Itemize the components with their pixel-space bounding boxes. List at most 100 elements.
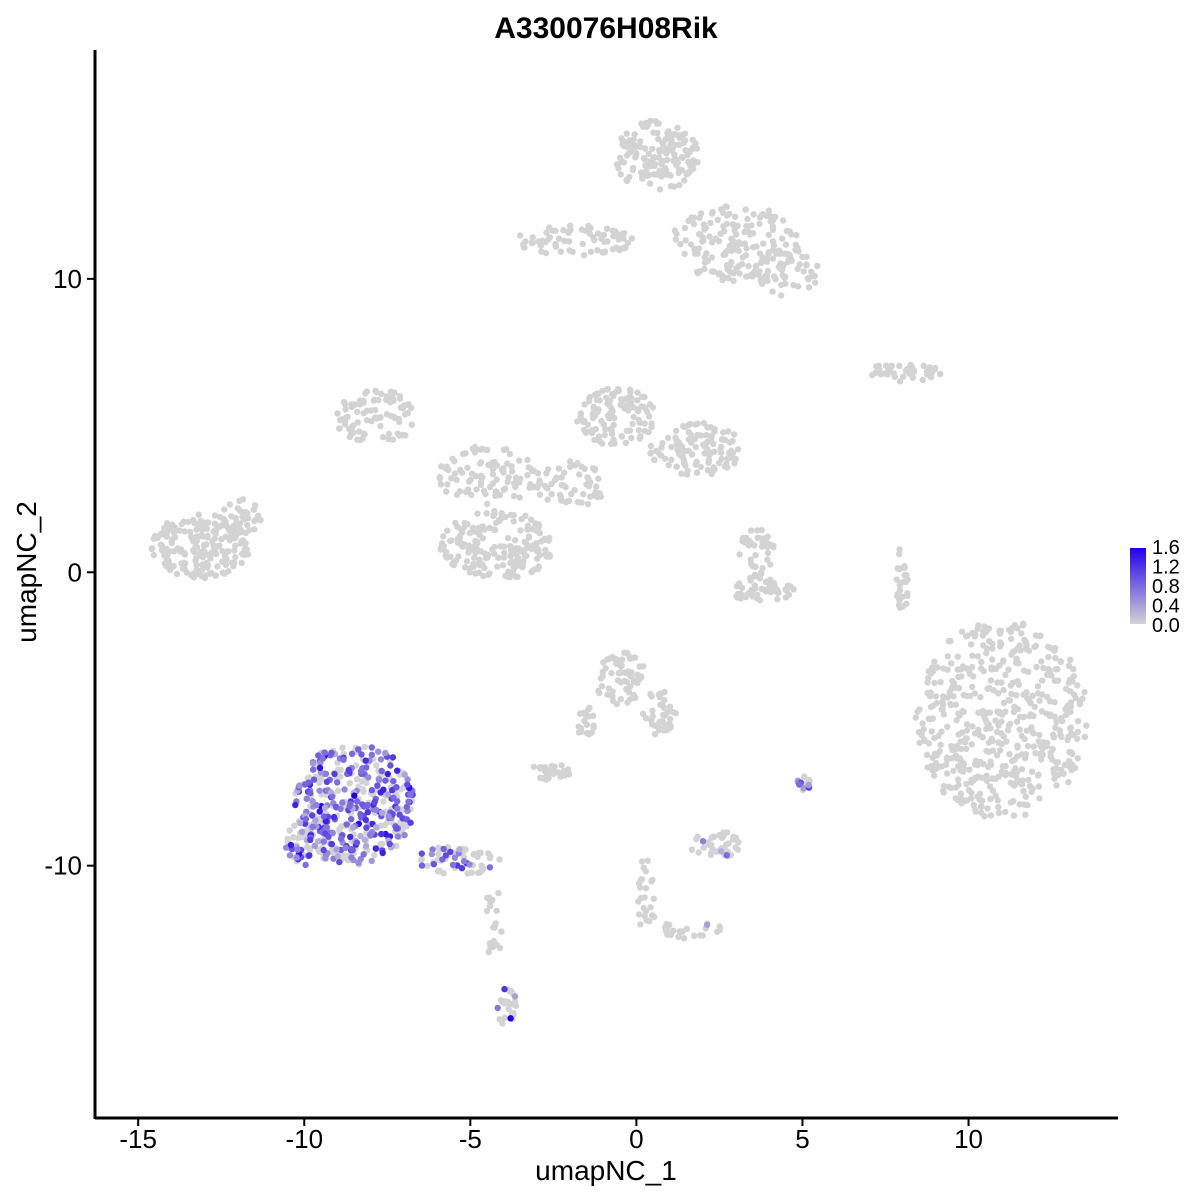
- data-point: [536, 551, 544, 559]
- data-point: [977, 693, 984, 701]
- data-point: [505, 1005, 512, 1013]
- data-point: [378, 390, 385, 398]
- data-point: [1058, 733, 1065, 741]
- data-point: [1010, 798, 1017, 805]
- x-axis-label: umapNC_1: [535, 1155, 677, 1186]
- data-point: [1021, 735, 1028, 743]
- data-point: [346, 433, 354, 441]
- data-point: [782, 273, 789, 280]
- data-point: [940, 711, 948, 718]
- data-point: [745, 542, 752, 549]
- data-point: [644, 172, 651, 180]
- data-point: [1024, 801, 1031, 809]
- data-point: [923, 368, 931, 375]
- data-point: [323, 824, 331, 831]
- data-point: [587, 248, 595, 256]
- data-point: [734, 239, 742, 246]
- data-point: [1018, 630, 1025, 637]
- data-point: [630, 413, 637, 421]
- data-point: [974, 653, 982, 660]
- data-point: [723, 460, 730, 467]
- data-point: [645, 150, 652, 158]
- data-point: [999, 711, 1006, 718]
- data-point: [543, 470, 550, 477]
- data-point: [588, 429, 596, 436]
- data-point: [632, 678, 639, 685]
- data-point: [301, 781, 309, 788]
- data-point: [342, 401, 349, 408]
- data-point: [316, 779, 323, 787]
- data-point: [165, 560, 173, 567]
- data-point: [532, 566, 539, 573]
- data-point: [385, 430, 393, 438]
- data-point: [647, 117, 654, 125]
- data-point: [1038, 658, 1045, 665]
- data-point: [1069, 678, 1076, 685]
- data-point: [1062, 711, 1070, 719]
- data-point: [977, 758, 984, 766]
- data-point: [365, 774, 372, 781]
- data-point: [396, 392, 403, 400]
- data-point: [509, 468, 516, 475]
- data-point: [630, 691, 637, 699]
- data-point: [731, 213, 739, 220]
- data-point: [804, 275, 812, 282]
- data-point: [382, 777, 389, 784]
- data-point: [676, 928, 683, 935]
- data-point: [663, 156, 671, 164]
- data-point: [355, 859, 362, 866]
- data-point: [371, 851, 378, 859]
- data-point: [642, 885, 650, 892]
- data-point: [930, 772, 938, 779]
- data-point: [244, 521, 251, 529]
- data-point: [609, 688, 616, 695]
- data-point: [368, 751, 375, 758]
- legend-tick-label: 1.2: [1152, 557, 1180, 579]
- data-point: [384, 791, 391, 798]
- data-point: [546, 551, 553, 559]
- y-tick-label: 10: [53, 264, 82, 294]
- data-point: [255, 512, 262, 519]
- data-point: [524, 522, 532, 529]
- data-point: [368, 787, 376, 794]
- data-point: [638, 120, 645, 127]
- data-point: [154, 534, 161, 541]
- data-point: [665, 462, 672, 469]
- data-point: [931, 679, 938, 687]
- data-point: [1036, 795, 1043, 802]
- data-point: [377, 422, 384, 430]
- data-point: [969, 683, 976, 691]
- data-point: [404, 781, 411, 788]
- data-point: [361, 836, 368, 843]
- data-point: [939, 698, 946, 705]
- data-point: [284, 835, 291, 843]
- data-point: [373, 762, 380, 769]
- data-point: [505, 474, 512, 481]
- data-point: [764, 277, 771, 285]
- data-point: [512, 474, 520, 481]
- data-point: [811, 272, 818, 279]
- data-point: [750, 211, 757, 218]
- data-point: [231, 547, 238, 554]
- data-point: [729, 437, 736, 445]
- data-point: [723, 203, 730, 210]
- data-point: [682, 447, 689, 455]
- data-point: [435, 850, 442, 858]
- data-point: [337, 835, 345, 842]
- data-point: [708, 210, 716, 217]
- data-point: [1032, 632, 1040, 639]
- data-point: [378, 767, 385, 775]
- data-point: [916, 739, 923, 746]
- data-point: [594, 247, 601, 254]
- data-point: [646, 180, 654, 187]
- data-point: [635, 898, 642, 905]
- data-point: [703, 921, 711, 929]
- data-point: [929, 766, 936, 774]
- data-point: [912, 714, 919, 721]
- data-point: [957, 738, 964, 745]
- data-point: [932, 693, 940, 700]
- data-point: [1036, 751, 1044, 758]
- data-point: [767, 213, 774, 220]
- data-point: [756, 597, 764, 604]
- data-point: [648, 693, 655, 700]
